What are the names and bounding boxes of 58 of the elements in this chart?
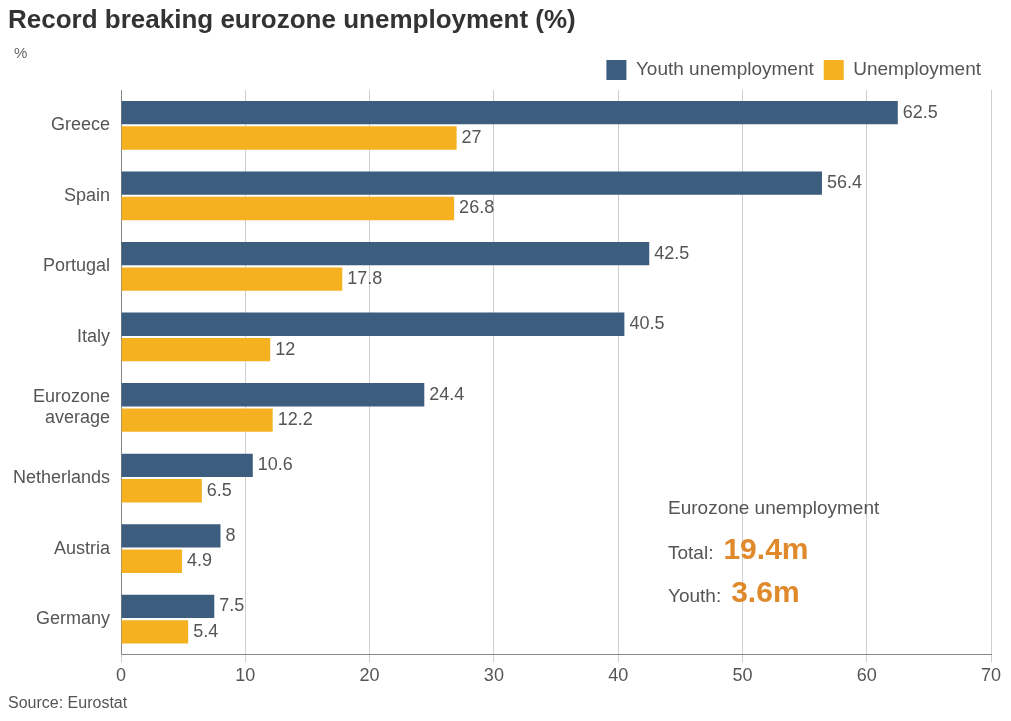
- chart-title: Record breaking eurozone unemployment (%): [8, 4, 576, 35]
- legend-label: Unemployment: [853, 58, 982, 80]
- bar: [121, 171, 822, 195]
- y-tick-label: Eurozone average: [33, 385, 111, 428]
- y-tick-label: Netherlands: [13, 466, 111, 487]
- source-note: Source: Eurostat: [8, 694, 128, 712]
- data-label: 10.6: [257, 454, 293, 475]
- data-label: 6.5: [206, 479, 232, 500]
- x-tick-label: 50: [732, 665, 753, 686]
- bar: [121, 524, 221, 548]
- x-tick-label: 60: [856, 665, 877, 686]
- data-label: 17.8: [347, 268, 383, 289]
- y-tick-label: Austria: [54, 537, 112, 558]
- bar: [121, 337, 271, 362]
- x-axis-title: %: [14, 44, 28, 61]
- bar: [121, 620, 189, 644]
- data-label: 27: [461, 126, 482, 147]
- y-tick-label: Germany: [36, 608, 111, 629]
- bar: [121, 241, 650, 266]
- x-tick-label: 10: [235, 665, 256, 686]
- bar: [121, 267, 343, 291]
- bar: [121, 479, 202, 503]
- annotation: Eurozone unemployment: [668, 497, 880, 518]
- data-label: 56.4: [826, 172, 863, 193]
- bar: [121, 549, 182, 573]
- y-tick-label: Spain: [64, 184, 111, 205]
- data-label: 40.5: [629, 313, 665, 334]
- y-tick-label: Portugal: [43, 255, 111, 276]
- data-label: 12: [275, 338, 296, 359]
- x-tick-label: 20: [359, 665, 380, 686]
- annotation: Youth:: [668, 585, 722, 607]
- bar: [121, 312, 625, 336]
- x-tick-label: 40: [608, 665, 629, 686]
- data-label: 7.5: [219, 595, 245, 616]
- data-label: 26.8: [459, 197, 495, 218]
- annotation: 3.6m: [731, 575, 800, 609]
- bar: [121, 100, 898, 125]
- bar: [121, 594, 215, 619]
- data-label: 8: [225, 524, 236, 545]
- bar: [121, 453, 253, 478]
- data-label: 42.5: [654, 242, 690, 263]
- data-label: 5.4: [193, 620, 219, 641]
- x-tick-label: 30: [483, 665, 504, 686]
- bar: [121, 126, 457, 150]
- annotation: 19.4m: [723, 531, 809, 565]
- y-tick-label: Italy: [77, 325, 111, 346]
- bar: [121, 196, 455, 221]
- legend-label: Youth unemployment: [635, 58, 815, 80]
- x-tick-label: 0: [116, 665, 127, 686]
- x-tick-label: 70: [980, 665, 1002, 686]
- annotation: Total:: [668, 541, 714, 563]
- bar: [121, 408, 273, 432]
- data-label: 62.5: [902, 101, 938, 122]
- data-label: 24.4: [429, 383, 465, 404]
- data-label: 12.2: [277, 409, 313, 430]
- bar: [121, 383, 425, 407]
- y-tick-label: Greece: [51, 114, 111, 135]
- data-label: 4.9: [186, 550, 212, 571]
